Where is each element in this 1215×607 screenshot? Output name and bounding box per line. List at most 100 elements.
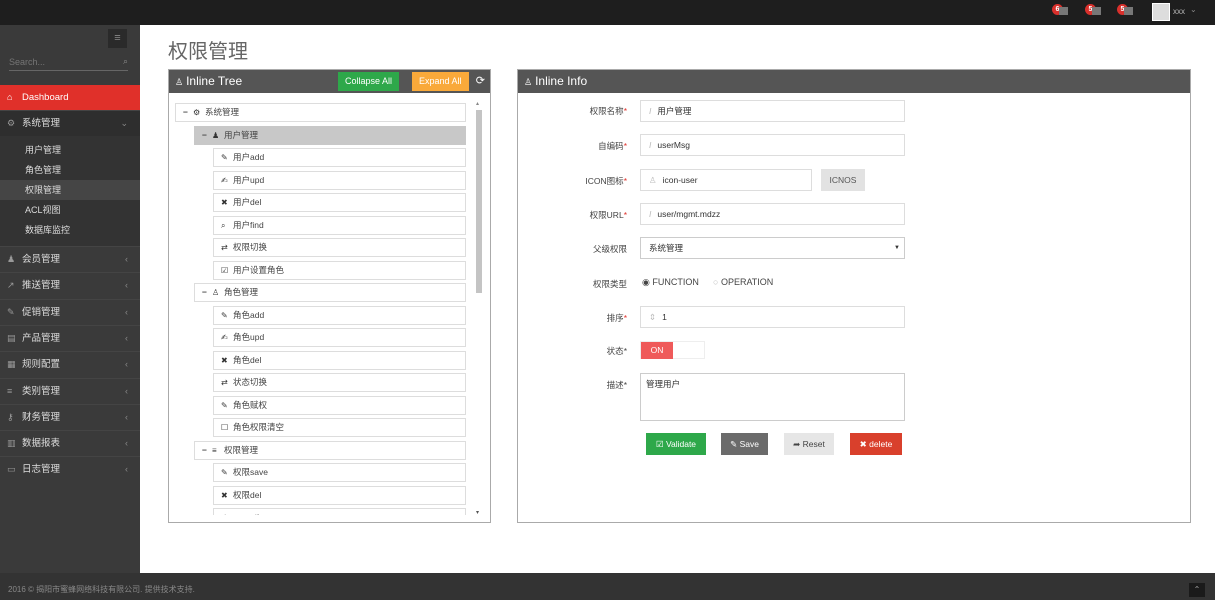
tree-node[interactable]: − ♟ 用户管理 bbox=[194, 125, 466, 145]
name-label: 权限名称* bbox=[589, 106, 627, 116]
chevron-left-icon: ‹ bbox=[125, 332, 128, 343]
tree-node-label: 用户设置角色 bbox=[233, 264, 285, 275]
collapse-all-button[interactable]: Collapse All bbox=[338, 72, 400, 91]
tree-node[interactable]: ⇄ 状态切换 bbox=[213, 373, 466, 392]
tree-node[interactable]: ✍ 角色upd bbox=[213, 328, 466, 347]
notification-tasks[interactable]: 5 bbox=[1117, 4, 1135, 16]
collapse-minus-icon[interactable]: − bbox=[202, 287, 207, 297]
scrollbar-thumb[interactable] bbox=[476, 110, 482, 293]
save-button[interactable]: ✎ Save bbox=[721, 433, 768, 455]
tree-node[interactable]: ⌕ 用户find bbox=[213, 215, 466, 235]
name-field[interactable]: I 用户管理 bbox=[640, 100, 905, 122]
sidebar-item[interactable]: ▭ 日志管理 ‹ bbox=[0, 456, 140, 482]
search-icon[interactable]: ⌕ bbox=[122, 56, 128, 66]
pencil-icon: ✎ bbox=[221, 468, 228, 477]
tree-node[interactable]: ✍ 用户upd bbox=[213, 170, 466, 190]
user-icon: ♟ bbox=[211, 130, 220, 140]
sidebar-toggle-button[interactable]: ≡ bbox=[108, 29, 127, 48]
status-toggle[interactable]: ON bbox=[640, 341, 705, 359]
sub-item-users[interactable]: 用户管理 bbox=[25, 145, 62, 155]
sidebar-item[interactable]: ♟ 会员管理 ‹ bbox=[0, 246, 140, 272]
panel-title: Inline Tree bbox=[186, 74, 243, 88]
edit-icon: ✍ bbox=[221, 509, 231, 515]
sub-item-db-monitor[interactable]: 数据库监控 bbox=[25, 225, 71, 235]
chevron-down-icon[interactable]: ⌄ bbox=[1190, 5, 1197, 14]
pencil-icon: ✎ bbox=[221, 400, 228, 410]
retweet-icon: ⇄ bbox=[221, 243, 228, 252]
reset-button[interactable]: ➦ Reset bbox=[784, 433, 834, 455]
collapse-minus-icon[interactable]: − bbox=[183, 107, 188, 117]
delete-button[interactable]: ✖ delete bbox=[850, 433, 902, 455]
top-bar: 6 5 5 xxx ⌄ bbox=[0, 0, 1215, 25]
footer-text: 2016 © 揭阳市蜜蜂网络科技有限公司. 提供技术支持. bbox=[8, 585, 195, 594]
sidebar-item-label: 类别管理 bbox=[22, 385, 61, 397]
tree-node[interactable]: ✖ 权限del bbox=[213, 485, 466, 505]
close-icon: ✖ bbox=[859, 439, 867, 449]
sidebar-item-system[interactable]: ⚙ 系统管理 ⌄ bbox=[0, 110, 140, 136]
sidebar-item[interactable]: ▦ 规则配置 ‹ bbox=[0, 351, 140, 377]
tree-node[interactable]: ☑ 用户设置角色 bbox=[213, 260, 466, 280]
tree-node[interactable]: ✖ 用户del bbox=[213, 193, 466, 212]
tree-node[interactable]: − ⚙ 系统管理 bbox=[175, 103, 466, 122]
chevron-left-icon: ‹ bbox=[125, 411, 128, 422]
chevron-left-icon: ‹ bbox=[125, 280, 128, 291]
tree-node[interactable]: ✎ 角色赋权 bbox=[213, 395, 466, 415]
tree-node[interactable]: ✎ 权限save bbox=[213, 463, 466, 482]
icon-field[interactable]: ♙ icon-user bbox=[640, 169, 812, 191]
sidebar-item[interactable]: ↗ 推送管理 ‹ bbox=[0, 272, 140, 298]
sidebar-item[interactable]: ▤ 产品管理 ‹ bbox=[0, 324, 140, 351]
tree-node[interactable]: ✎ 用户add bbox=[213, 148, 466, 167]
notification-mail[interactable]: 5 bbox=[1085, 4, 1103, 16]
tree-scrollbar[interactable]: ▴ ▾ bbox=[475, 100, 483, 516]
url-label: 权限URL* bbox=[589, 210, 627, 220]
tasks-icon bbox=[1124, 7, 1133, 15]
tree-node[interactable]: − ♙ 角色管理 bbox=[194, 283, 466, 302]
back-to-top-button[interactable]: ⌃ bbox=[1189, 583, 1205, 597]
tree-node[interactable]: ✖ 角色del bbox=[213, 350, 466, 370]
collapse-minus-icon[interactable]: − bbox=[202, 444, 207, 455]
radio-operation[interactable]: ○ OPERATION bbox=[713, 277, 774, 287]
notification-count: 5 bbox=[1117, 4, 1128, 15]
radio-function[interactable]: ◉ FUNCTION bbox=[642, 277, 699, 287]
sub-item-acl[interactable]: ACL视图 bbox=[25, 205, 61, 215]
expand-all-button[interactable]: Expand All bbox=[412, 72, 469, 91]
sidebar-item[interactable]: ✎ 促销管理 ‹ bbox=[0, 298, 140, 325]
parent-label: 父级权限 bbox=[592, 244, 627, 254]
chevron-left-icon: ‹ bbox=[125, 254, 128, 264]
tree-node-label: 角色del bbox=[233, 354, 262, 365]
desc-textarea[interactable]: 管理用户 bbox=[640, 373, 905, 421]
search-input[interactable] bbox=[9, 55, 109, 69]
order-stepper[interactable]: ⇕ 1 bbox=[640, 306, 905, 328]
order-label: 排序* bbox=[606, 313, 627, 323]
edit-icon: ✍ bbox=[221, 333, 228, 342]
sub-item-roles[interactable]: 角色管理 bbox=[25, 165, 62, 175]
collapse-minus-icon[interactable]: − bbox=[202, 129, 207, 140]
close-icon: ✖ bbox=[221, 355, 228, 365]
status-label: 状态* bbox=[606, 346, 627, 356]
tree-node-label: 状态切换 bbox=[233, 377, 268, 387]
tree-node[interactable]: ☐ 角色权限清空 bbox=[213, 418, 466, 437]
sidebar-item[interactable]: ⚷ 财务管理 ‹ bbox=[0, 403, 140, 430]
tree-node-label: 权限切换 bbox=[233, 242, 268, 252]
sidebar-item-label: 会员管理 bbox=[22, 254, 61, 265]
sidebar-item[interactable]: ≡ 类别管理 ‹ bbox=[0, 377, 140, 404]
tree-node[interactable]: − ≡ 权限管理 bbox=[194, 440, 466, 460]
chevron-left-icon: ‹ bbox=[125, 438, 128, 449]
notification-bell[interactable]: 6 bbox=[1052, 4, 1070, 16]
tree-node[interactable]: ✎ 角色add bbox=[213, 305, 466, 325]
icons-button[interactable]: ICNOS bbox=[821, 169, 865, 191]
sidebar-item[interactable]: ▥ 数据报表 ‹ bbox=[0, 430, 140, 456]
refresh-icon[interactable]: ⟳ bbox=[475, 75, 485, 87]
parent-select[interactable]: 系统管理 ▼ bbox=[640, 237, 905, 259]
tree-node[interactable]: ⇄ 权限切换 bbox=[213, 238, 466, 257]
tree-node-label: 用户del bbox=[233, 197, 262, 207]
username[interactable]: xxx bbox=[1173, 7, 1185, 16]
avatar[interactable] bbox=[1152, 3, 1170, 21]
chevron-left-icon: ‹ bbox=[125, 359, 128, 370]
validate-button[interactable]: ☑ Validate bbox=[646, 433, 706, 455]
sidebar-item-dashboard[interactable]: ⌂ Dashboard bbox=[0, 85, 140, 110]
sub-item-permissions[interactable]: 权限管理 bbox=[0, 180, 140, 200]
chevron-left-icon: ‹ bbox=[125, 385, 128, 396]
